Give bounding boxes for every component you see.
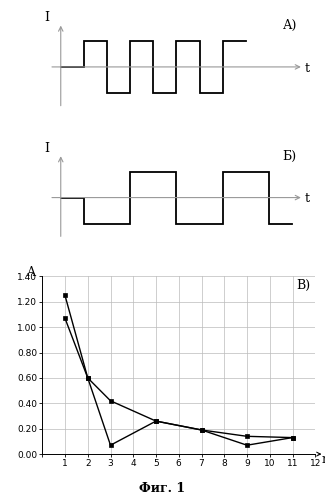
Text: I: I: [45, 142, 49, 155]
Text: Фиг. 1: Фиг. 1: [139, 482, 186, 495]
Text: Б): Б): [283, 150, 297, 163]
Text: n: n: [322, 453, 325, 466]
Text: t: t: [305, 193, 310, 206]
Text: A: A: [26, 266, 35, 279]
Text: В): В): [297, 279, 311, 292]
Text: А): А): [282, 19, 297, 32]
Text: I: I: [45, 11, 49, 24]
Text: t: t: [305, 62, 310, 75]
